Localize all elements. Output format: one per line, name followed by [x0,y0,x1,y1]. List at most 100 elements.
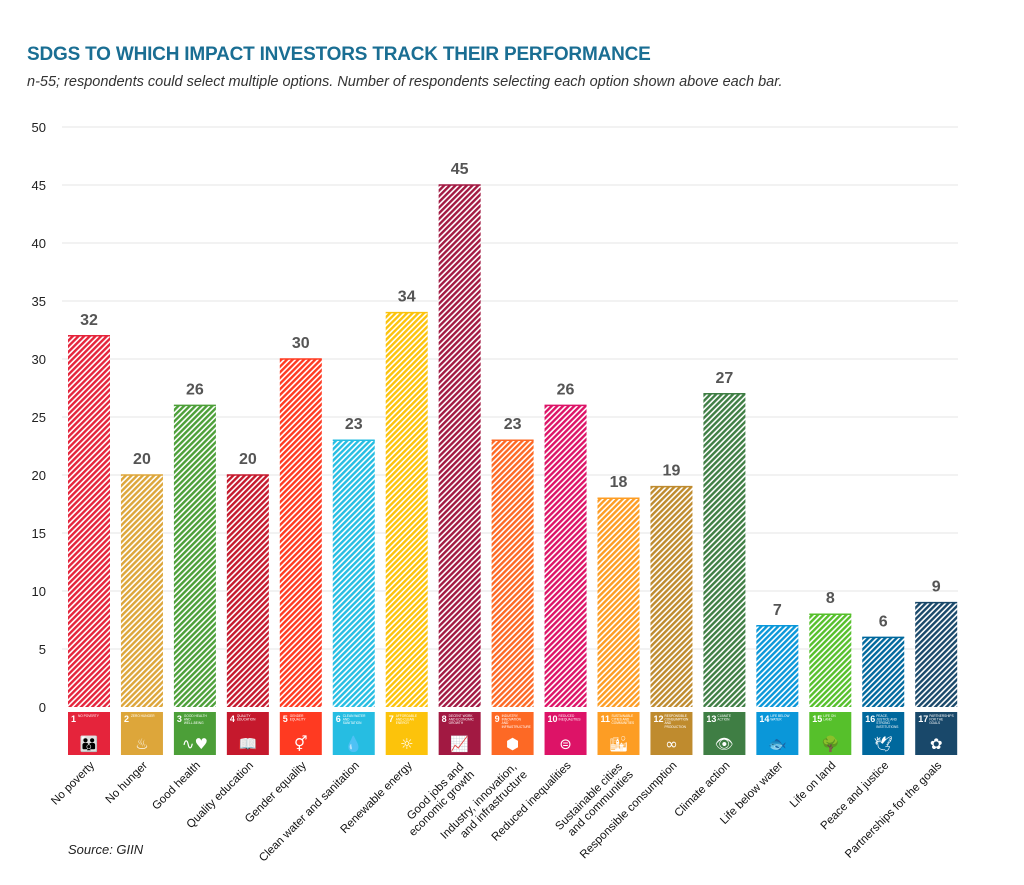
sdg-title-line: PARTNERSHIPS [929,714,954,718]
sdg-title-line: ACTION [717,718,730,722]
data-label: 32 [80,312,98,329]
growth-chart-icon: 📈 [450,735,469,753]
sdg-title: INDUSTRY, INNOVATION AND INFRASTRUCTURE [502,714,531,729]
sdg-number: 12 [653,714,663,724]
sdg-title: GOOD HEALTH AND WELL-BEING [184,714,208,725]
y-tick-label: 30 [32,352,46,367]
sdg-title: QUALITY EDUCATION [237,714,256,722]
sdg-icon-11: 11 SUSTAINABLE CITIES AND COMMUNITIES 🏙 [597,712,640,755]
sdg-title-line: GENDER [290,714,304,718]
sdg-title-line: INSTITUTIONS [876,725,898,729]
category-label: Life on land [788,760,839,811]
sdg-icon-8: 8 DECENT WORK AND ECONOMIC GROWTH 📈 [438,712,481,755]
sdg-title-line: NO POVERTY [78,714,100,718]
sdg-icon-4: 4 QUALITY EDUCATION 📖 [226,712,269,755]
category-label-line: Partnerships for the goals [843,759,944,860]
category-label: No hunger [104,760,151,807]
sdg-title-line: LAND [823,718,832,722]
sdg-tile [438,712,481,755]
category-label-line: Climate action [673,760,733,820]
sdg-icon-1: 1 NO POVERTY 👪 [68,712,110,755]
bar [915,602,958,707]
sdg-number: 7 [389,714,394,724]
sdg-icon-9: 9 INDUSTRY, INNOVATION AND INFRASTRUCTURE ⬢ [491,712,534,755]
sdg-title: SUSTAINABLE CITIES AND COMMUNITIES [612,714,635,725]
y-tick-label: 15 [32,526,46,541]
sdg-title: CLIMATE ACTION [717,714,731,722]
data-label: 6 [879,613,888,630]
sdg-title-line: AND [664,721,671,725]
sdg-tile [68,712,110,755]
sdg-title-line: CONSUMPTION [664,718,689,722]
sdg-title-line: ENERGY [396,721,410,725]
sdg-icon-2: 2 ZERO HUNGER ♨ [120,712,163,755]
sdg-title-line: DECENT WORK [449,714,474,718]
data-label: 26 [186,381,204,398]
sdg-tile [703,712,746,755]
sdg-title-line: EDUCATION [237,718,256,722]
bar [491,440,534,707]
category-label-line: Good health [150,760,203,813]
sdg-tile [332,712,375,755]
y-tick-label: 45 [32,178,46,193]
sdg-title: LIFE BELOW WATER [770,714,789,722]
bar [597,498,640,707]
bar [703,393,746,707]
sdg-tile [226,712,269,755]
sdg-title-line: AND [343,718,350,722]
sdg-tile [173,712,216,755]
people-icon: 👪 [80,735,99,753]
sdg-tile [756,712,799,755]
bar [173,405,216,707]
y-tick-label: 5 [39,642,46,657]
dove-icon: 🕊 [874,735,893,753]
source-note: Source: GIIN [68,842,144,857]
bar [544,405,587,707]
sdg-number: 17 [918,714,928,724]
sdg-number: 4 [230,714,235,724]
sdg-title-line: INNOVATION [502,718,522,722]
category-label-line: Life on land [788,760,839,811]
sdg-icon-12: 12 RESPONSIBLE CONSUMPTION AND PRODUCTION ∞ [650,712,693,755]
sdg-icon-10: 10 REDUCED INEQUALITIES ⊜ [544,712,587,755]
bar [120,475,163,707]
sdg-title-line: CLEAN WATER [343,714,366,718]
bar [226,475,269,707]
sdg-title-line: CLIMATE [717,714,731,718]
bar [438,185,481,707]
sdg-title: PARTNERSHIPS FOR THE GOALS [929,714,954,725]
sdg-title-line: INDUSTRY, [502,714,519,718]
sdg-tile [544,712,587,755]
sdg-title-line: EQUALITY [290,718,307,722]
data-label: 26 [557,381,575,398]
category-label: Clean water and sanitation [257,760,362,865]
sdg-number: 3 [177,714,182,724]
category-label: No poverty [49,759,97,807]
tree-icon: 🌳 [821,734,840,753]
data-label: 8 [826,590,835,607]
sdg-title: REDUCED INEQUALITIES [559,714,581,722]
data-label: 30 [292,335,310,352]
sdg-number: 2 [124,714,129,724]
sdg-title-line: GOOD HEALTH [184,714,208,718]
sdg-title-line: LIFE BELOW [770,714,789,718]
sun-icon: ☼ [400,735,413,753]
y-tick-label: 0 [39,700,46,715]
sdg-icon-5: 5 GENDER EQUALITY ⚥ [279,712,322,755]
sdg-number: 13 [706,714,716,724]
sdg-tile [862,712,905,755]
bar [68,335,110,707]
sdg-title-line: GROWTH [449,721,464,725]
category-label-line: No poverty [49,759,97,807]
sdg-title-line: AND CLEAN [396,718,415,722]
flower-rings-icon: ✿ [930,735,943,753]
data-label: 27 [716,370,734,387]
data-label: 19 [663,463,681,480]
sdg-icon-7: 7 AFFORDABLE AND CLEAN ENERGY ☼ [385,712,428,755]
sdg-title-line: REDUCED [559,714,575,718]
sdg-title-line: WATER [770,718,782,722]
sdg-title-line: GOALS [929,721,940,725]
sdg-title: PEACE, JUSTICE AND STRONG INSTITUTIONS [876,714,898,729]
sdg-title-line: JUSTICE AND [876,718,897,722]
